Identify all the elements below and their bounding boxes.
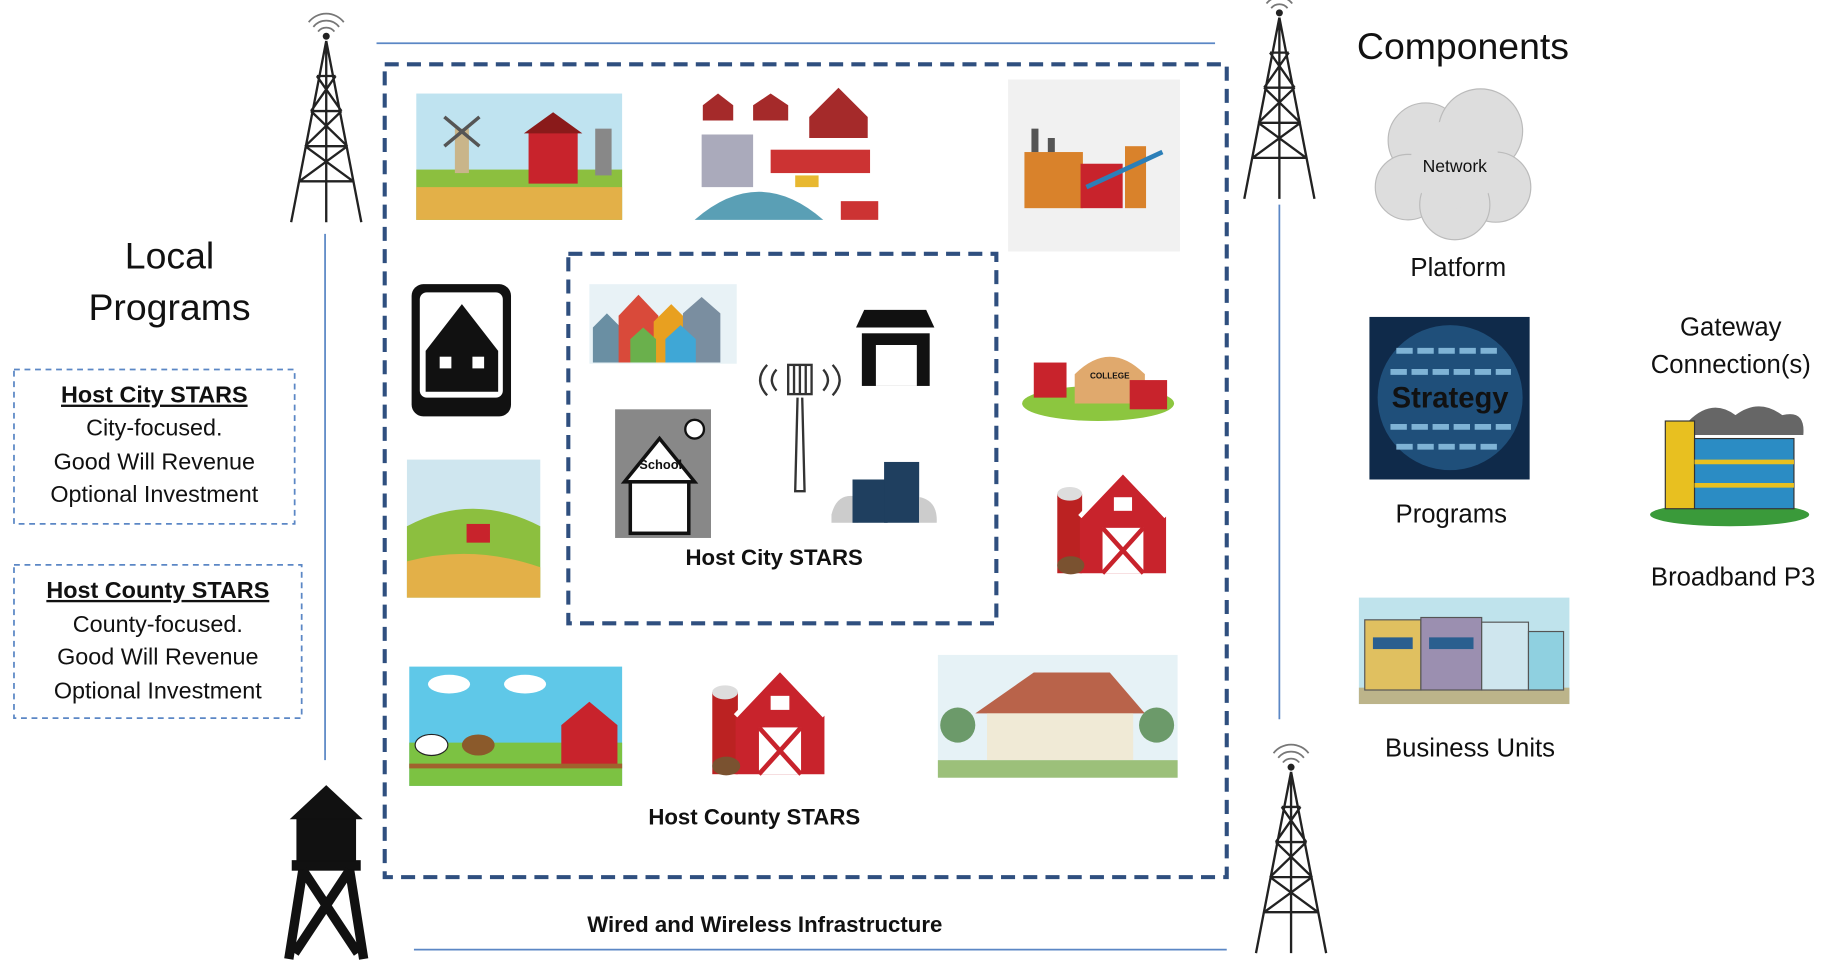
- college: COLLEGE: [1022, 357, 1174, 421]
- gateway-label: Connection(s): [1651, 351, 1811, 379]
- cell-tower: [1244, 0, 1314, 199]
- barn: [1057, 471, 1166, 574]
- network-label: Network: [1423, 156, 1488, 176]
- school-sign: School: [639, 457, 682, 472]
- school-icon: School: [615, 409, 711, 538]
- house-icon: [412, 284, 511, 416]
- cell-tower: [1256, 745, 1326, 954]
- infrastructure-label: Wired and Wireless Infrastructure: [587, 912, 942, 937]
- diagram: School COLLEGE Host City STARS Host Coun…: [0, 0, 1836, 966]
- card-line: City-focused.: [86, 414, 222, 440]
- component-label: Broadband P3: [1651, 564, 1815, 592]
- gateway-label: Gateway: [1680, 313, 1782, 341]
- county-label: Host County STARS: [648, 805, 860, 830]
- local-programs-title: Programs: [88, 286, 250, 328]
- local-programs-title: Local: [125, 234, 214, 276]
- village-houses: [589, 284, 736, 364]
- house-painting: [938, 655, 1178, 778]
- card-line: Good Will Revenue: [57, 644, 258, 670]
- card-line: Optional Investment: [54, 678, 262, 704]
- store-icon: [856, 310, 934, 386]
- page: School COLLEGE Host City STARS Host Coun…: [0, 0, 1836, 966]
- barn: [712, 669, 824, 775]
- component-label: Business Units: [1385, 734, 1555, 762]
- cell-tower: [291, 14, 361, 223]
- card-line: Optional Investment: [50, 481, 258, 507]
- cell-antenna: [760, 365, 840, 491]
- component-label: Platform: [1410, 254, 1506, 282]
- card-line: County-focused.: [73, 611, 243, 637]
- office-buildings: [831, 462, 936, 523]
- card-title: Host County STARS: [46, 577, 269, 603]
- component-label: Programs: [1396, 501, 1507, 529]
- city-label: Host City STARS: [685, 545, 862, 570]
- factory: [1008, 80, 1180, 252]
- business-units-image: [1359, 598, 1570, 704]
- countryside: [407, 460, 540, 598]
- farm-animals: [409, 667, 622, 786]
- components-title: Components: [1357, 25, 1569, 67]
- card-line: Good Will Revenue: [54, 448, 255, 474]
- farm-scene: [416, 94, 622, 220]
- card-title: Host City STARS: [61, 382, 248, 408]
- water-tower: [289, 786, 364, 959]
- gateway-building: [1650, 406, 1809, 526]
- college-sign: COLLEGE: [1090, 372, 1130, 381]
- farm-buildings: [695, 88, 879, 220]
- strategy-word: Strategy: [1392, 383, 1510, 415]
